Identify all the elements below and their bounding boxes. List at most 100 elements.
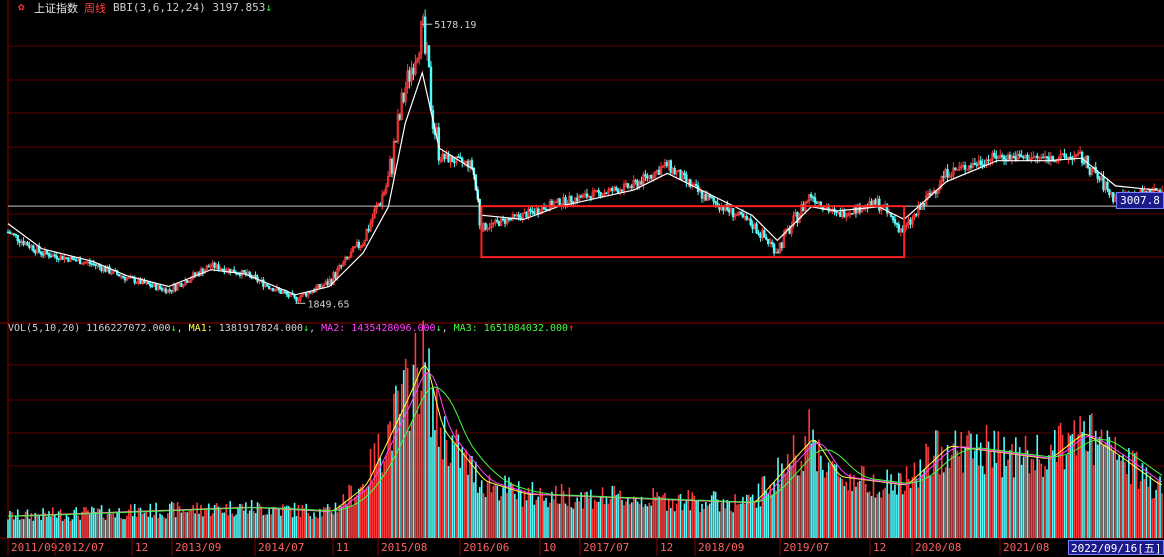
- volume-bar: [767, 493, 770, 538]
- candle-body: [123, 277, 127, 281]
- candle-body: [735, 214, 739, 216]
- volume-bar: [857, 481, 859, 538]
- candle-body: [646, 175, 649, 179]
- candle-body: [636, 181, 639, 188]
- candle-body: [770, 241, 774, 245]
- volume-bar: [755, 507, 758, 538]
- volume-bar: [13, 519, 15, 538]
- candle-body: [997, 157, 1000, 160]
- volume-bar: [691, 492, 694, 538]
- volume-bar: [266, 514, 269, 538]
- candle-body: [151, 285, 154, 288]
- volume-bar: [352, 506, 354, 538]
- candle-body: [815, 202, 819, 204]
- candle-body: [14, 233, 17, 236]
- candle-body: [301, 293, 304, 297]
- volume-bar: [399, 414, 401, 538]
- volume-bar: [268, 508, 271, 538]
- candle-body: [400, 92, 403, 120]
- volume-bar: [389, 421, 391, 538]
- volume-bar: [1071, 434, 1074, 538]
- volume-bar: [894, 484, 896, 538]
- volume-bar: [972, 458, 974, 538]
- volume-bar: [508, 477, 510, 538]
- volume-bar: [970, 433, 972, 538]
- volume-bar: [336, 512, 339, 538]
- candle-body: [501, 218, 505, 221]
- volume-bar: [847, 490, 849, 538]
- volume-bar: [436, 387, 438, 538]
- candle-body: [694, 183, 698, 186]
- candle-body: [379, 203, 382, 206]
- ma2-value: 1435428096.000: [351, 323, 436, 334]
- volume-bar: [673, 511, 676, 538]
- x-tick-label: 2014/07: [258, 541, 304, 554]
- current-date-tag: 2022/09/16[五]: [1068, 540, 1164, 555]
- candle-body: [1036, 155, 1039, 159]
- volume-bar: [400, 384, 403, 538]
- volume-bar: [689, 510, 692, 538]
- volume-bar: [564, 503, 567, 538]
- volume-bar: [551, 491, 553, 538]
- period-label[interactable]: 周线: [84, 2, 106, 15]
- volume-value: 1166227072.000: [86, 323, 171, 334]
- volume-bar: [453, 444, 456, 538]
- candle-body: [1032, 156, 1035, 159]
- volume-bar: [484, 497, 487, 538]
- candle-body: [605, 192, 608, 195]
- volume-bar: [588, 498, 590, 538]
- volume-bar: [642, 507, 645, 538]
- volume-bar: [521, 506, 524, 538]
- volume-bar: [630, 502, 633, 538]
- candle-body: [367, 228, 370, 232]
- volume-bar: [687, 489, 690, 538]
- candle-body: [361, 244, 364, 247]
- candle-body: [287, 294, 290, 297]
- candle-body: [338, 265, 341, 270]
- volume-bar: [270, 514, 272, 538]
- candle-body: [45, 250, 49, 254]
- volume-bar: [1046, 469, 1048, 538]
- index-name: 上证指数: [34, 2, 78, 15]
- candle-body: [100, 266, 103, 272]
- volume-bar: [1124, 461, 1126, 538]
- volume-bar: [147, 516, 150, 538]
- ma1-value: 1381917824.000: [218, 323, 304, 334]
- volume-bar: [480, 480, 483, 538]
- volume-bar: [810, 443, 812, 538]
- volume-bar: [215, 503, 218, 538]
- candle-body: [741, 213, 745, 218]
- candle-body: [909, 219, 912, 225]
- candle-body: [217, 264, 220, 270]
- candle-body: [706, 194, 710, 201]
- candle-body: [453, 161, 456, 164]
- volume-bar: [683, 503, 686, 538]
- volume-bar: [1089, 415, 1091, 538]
- candle-body: [622, 184, 626, 192]
- volume-bar: [420, 390, 423, 538]
- volume-bar: [439, 427, 442, 538]
- volume-bar: [974, 450, 976, 538]
- volume-bar: [1067, 432, 1070, 538]
- candle-body: [242, 270, 246, 273]
- candle-body: [492, 222, 495, 225]
- candle-body: [657, 169, 661, 175]
- candle-body: [689, 179, 692, 187]
- volume-bar: [999, 450, 1002, 538]
- volume-bar: [775, 490, 777, 538]
- candle-body: [16, 234, 19, 242]
- volume-bar: [629, 504, 631, 538]
- volume-bar: [859, 480, 861, 538]
- candle-body: [971, 162, 975, 168]
- volume-bar: [1018, 447, 1021, 538]
- candle-body: [811, 196, 815, 199]
- x-tick-label: 2020/08: [915, 541, 961, 554]
- volume-bar: [611, 485, 614, 538]
- volume-bar: [870, 495, 873, 538]
- candle-body: [345, 256, 349, 259]
- volume-bar: [1096, 444, 1099, 538]
- candle-body: [174, 284, 177, 291]
- candle-body: [922, 202, 926, 206]
- volume-bar: [693, 495, 695, 538]
